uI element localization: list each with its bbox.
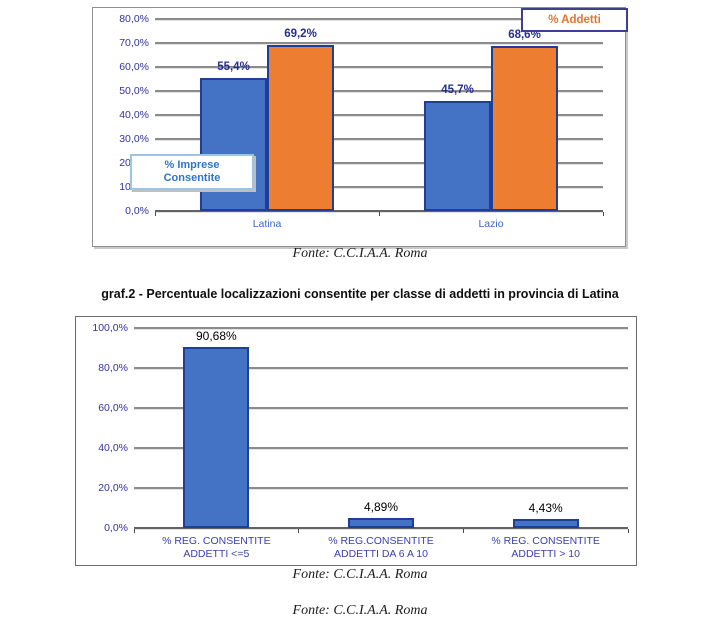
category-label-addetti-da-6-a-10: % REG.CONSENTITE ADDETTI DA 6 A 10 xyxy=(328,535,434,560)
bar-value-label-addetti-10: 4,43% xyxy=(528,501,563,516)
chart1-series-label-box: % Imprese Consentite xyxy=(130,154,254,190)
gridline xyxy=(134,407,628,410)
bar-value-label-lazio-imprese-consentite: 45,7% xyxy=(441,84,474,97)
legend-addetti-label: % Addetti xyxy=(548,14,601,26)
y-axis-label: 70,0% xyxy=(119,37,149,49)
y-axis-label: 40,0% xyxy=(119,109,149,121)
gridline xyxy=(155,18,603,21)
y-axis-label: 30,0% xyxy=(119,133,149,145)
gridline xyxy=(134,367,628,370)
gridline xyxy=(134,487,628,490)
bar-addetti-5 xyxy=(183,346,250,528)
axis-tick xyxy=(378,212,380,216)
bar-value-label-addetti-5: 90,68% xyxy=(195,328,237,343)
bar-imprese-consentite-lazio xyxy=(424,101,491,211)
bar-value-label-latina-imprese-consentite: 55,4% xyxy=(217,61,250,74)
y-axis-label: 80,0% xyxy=(119,13,149,25)
axis-tick xyxy=(133,529,135,533)
bar-addetti-lazio xyxy=(491,46,558,211)
y-axis-label: 40,0% xyxy=(98,442,128,454)
bar-imprese-consentite-latina xyxy=(200,78,267,211)
y-axis-label: 20,0% xyxy=(98,482,128,494)
chart2-title: graf.2 - Percentuale localizzazioni cons… xyxy=(101,287,619,301)
y-axis-label: 0,0% xyxy=(125,205,149,217)
footer-source-caption: Fonte: C.C.I.A.A. Roma xyxy=(292,603,428,618)
chart1-grouped-bar-chart: % Addetti % Imprese Consentite 80,0% 70,0… xyxy=(92,7,628,247)
y-axis-label: 60,0% xyxy=(98,402,128,414)
gridline xyxy=(155,90,603,93)
gridline xyxy=(155,114,603,117)
chart1-legend: % Addetti xyxy=(521,8,628,32)
chart2-bar-chart: 100,0% 80,0% 60,0% 40,0% 20,0% 0,0% 90,68% % RE… xyxy=(75,316,637,566)
axis-tick xyxy=(462,529,464,533)
category-label-latina: Latina xyxy=(252,218,282,230)
gridline xyxy=(134,327,628,330)
y-axis-label: 0,0% xyxy=(104,522,128,534)
x-axis-line xyxy=(134,527,628,530)
y-axis-label: 50,0% xyxy=(119,85,149,97)
chart1-source-caption: Fonte: C.C.I.A.A. Roma xyxy=(292,246,428,261)
gridline xyxy=(134,447,628,450)
bar-value-label-latina-addetti: 69,2% xyxy=(284,27,317,40)
y-axis-label: 100,0% xyxy=(92,322,128,334)
gridline xyxy=(155,42,603,45)
axis-tick xyxy=(602,212,604,216)
axis-tick xyxy=(627,529,629,533)
gridline xyxy=(155,186,603,189)
series-label-line-1: % Imprese xyxy=(164,159,220,171)
y-axis-label: 60,0% xyxy=(119,61,149,73)
category-label-addetti-10: % REG. CONSENTITE ADDETTI > 10 xyxy=(491,535,600,560)
category-label-addetti-5: % REG. CONSENTITE ADDETTI <=5 xyxy=(162,535,271,560)
bar-value-label-lazio-addetti: 68,6% xyxy=(508,29,541,42)
bar-addetti-latina xyxy=(267,44,334,211)
axis-tick xyxy=(298,529,300,533)
category-label-lazio: Lazio xyxy=(478,218,504,230)
chart2-source-caption: Fonte: C.C.I.A.A. Roma xyxy=(292,567,428,582)
gridline xyxy=(155,162,603,165)
gridline xyxy=(155,66,603,69)
bar-addetti-da-6-a-10 xyxy=(348,518,414,528)
bar-addetti-10 xyxy=(512,519,579,528)
gridline xyxy=(155,138,603,141)
axis-tick xyxy=(154,212,156,216)
bar-value-label-addetti-da-6-a-10: 4,89% xyxy=(363,500,399,515)
series-label-line-2: Consentite xyxy=(163,172,221,184)
y-axis-label: 80,0% xyxy=(98,362,128,374)
